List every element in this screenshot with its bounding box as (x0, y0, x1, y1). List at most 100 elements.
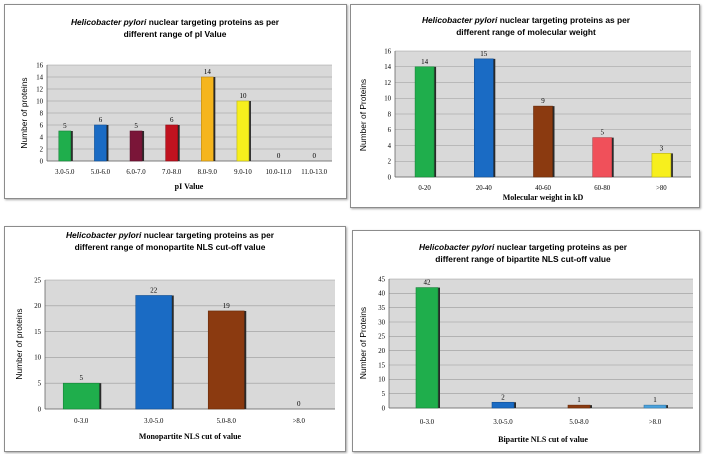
x-axis-label: Monopartite NLS cut of value (139, 432, 242, 441)
x-tick-label: 7.0-8.0 (162, 169, 182, 176)
chart-title-line1: Helicobacter pylori nuclear targeting pr… (71, 17, 280, 27)
x-tick-labels: 0-3.0 3.0-5.0 5.0-8.0 >8.0 (74, 418, 305, 425)
x-tick-labels: 0-3.0 3.0-5.0 5.0-8.0 >8.0 (420, 419, 662, 426)
bar (207, 310, 245, 410)
x-tick-label: 40-60 (535, 185, 551, 192)
bar (414, 66, 435, 178)
data-label: 5 (600, 129, 604, 137)
y-tick-label: 16 (36, 62, 43, 69)
bar (567, 404, 591, 409)
x-tick-label: 10.0-11.0 (266, 169, 292, 176)
y-tick-label: 6 (40, 122, 44, 129)
bar (415, 287, 439, 409)
y-tick-labels: 0 5 10 15 20 25 30 35 40 45 (378, 276, 385, 412)
y-tick-label: 5 (382, 391, 386, 398)
x-tick-label: 3.0-5.0 (55, 169, 75, 176)
y-tick-label: 10 (36, 98, 43, 105)
y-tick-label: 0 (40, 158, 44, 165)
data-label: 14 (204, 68, 212, 76)
y-tick-label: 2 (40, 146, 44, 153)
x-tick-label: >8.0 (649, 419, 662, 426)
x-axis-label: Molecular weight in kD (503, 193, 584, 202)
x-tick-label: 5.0-6.0 (91, 169, 111, 176)
data-label: 5 (134, 122, 138, 130)
y-axis-label: Number of proteins (14, 308, 24, 379)
data-label: 0 (297, 400, 301, 408)
y-tick-label: 10 (34, 355, 41, 362)
bar (491, 401, 515, 409)
chart-panel-mono: Helicobacter pylori nuclear targeting pr… (4, 226, 346, 452)
bar (129, 130, 143, 162)
chart-title-line1: Helicobacter pylori nuclear targeting pr… (66, 230, 275, 240)
x-tick-label: 60-80 (594, 185, 610, 192)
bar (236, 100, 250, 162)
data-label: 0 (312, 152, 316, 160)
x-axis-label: pI Value (175, 182, 204, 191)
chart-svg-mw: Helicobacter pylori nuclear targeting pr… (358, 15, 691, 202)
y-tick-label: 0 (388, 174, 392, 181)
data-labels: 5 22 19 0 (80, 286, 302, 408)
data-label: 5 (80, 374, 84, 382)
y-tick-labels: 0 5 10 15 20 25 (34, 277, 41, 413)
chart-panel-pi: Helicobacter pylori nuclear targeting pr… (4, 4, 347, 199)
data-labels: 5 6 5 6 14 10 0 0 (63, 68, 316, 160)
y-tick-label: 4 (40, 134, 44, 141)
data-label: 14 (421, 58, 429, 66)
data-label: 2 (501, 393, 505, 401)
y-tick-label: 14 (384, 64, 391, 71)
x-tick-label: 3.0-5.0 (144, 418, 164, 425)
data-label: 10 (239, 92, 247, 100)
chart-svg-pi: Helicobacter pylori nuclear targeting pr… (19, 17, 332, 191)
x-tick-labels: 0-20 20-40 40-60 60-80 >80 (418, 185, 667, 192)
x-tick-label: 11.0-13.0 (301, 169, 327, 176)
y-tick-label: 40 (378, 291, 385, 298)
y-tick-labels: 0 2 4 6 8 10 12 14 16 (36, 62, 43, 165)
y-tick-label: 0 (382, 405, 386, 412)
y-tick-label: 8 (40, 110, 44, 117)
y-axis-label: Number of Proteins (358, 307, 368, 379)
chart-title-line1: Helicobacter pylori nuclear targeting pr… (419, 242, 628, 252)
bar (135, 295, 173, 410)
y-tick-label: 25 (34, 277, 41, 284)
x-tick-label: 5.0-8.0 (217, 418, 237, 425)
y-tick-label: 12 (36, 86, 43, 93)
y-tick-label: 45 (378, 276, 385, 283)
x-tick-labels: 3.0-5.0 5.0-6.0 6.0-7.0 7.0-8.0 8.0-9.0 9.0-1… (55, 169, 328, 176)
y-axis-label: Number of proteins (19, 77, 29, 148)
x-tick-label: >8.0 (293, 418, 306, 425)
y-tick-label: 35 (378, 305, 385, 312)
data-label: 5 (63, 122, 67, 130)
x-tick-label: 20-40 (476, 185, 492, 192)
data-label: 3 (660, 144, 664, 152)
data-label: 42 (424, 279, 432, 287)
chart-title-line2: different range of pI Value (124, 29, 227, 39)
bars (62, 295, 247, 410)
y-tick-label: 20 (378, 348, 385, 355)
x-tick-label: 6.0-7.0 (126, 169, 146, 176)
y-tick-label: 0 (38, 406, 42, 413)
x-tick-label: 8.0-9.0 (198, 169, 218, 176)
y-tick-label: 20 (34, 303, 41, 310)
y-tick-label: 5 (38, 381, 42, 388)
y-tick-label: 4 (388, 143, 392, 150)
y-tick-label: 8 (388, 111, 392, 118)
chart-title-line2: different range of bipartite NLS cut-off… (435, 254, 611, 264)
chart-svg-bi: Helicobacter pylori nuclear targeting pr… (358, 242, 693, 444)
data-label: 1 (577, 396, 581, 404)
y-tick-label: 30 (378, 319, 385, 326)
y-tick-label: 14 (36, 74, 43, 81)
x-tick-label: 5.0-8.0 (569, 419, 589, 426)
y-tick-label: 10 (378, 377, 385, 384)
x-tick-label: >80 (656, 185, 667, 192)
y-tick-label: 15 (378, 362, 385, 369)
chart-title-line2: different range of molecular weight (456, 27, 596, 37)
chart-panel-bi: Helicobacter pylori nuclear targeting pr… (352, 230, 700, 452)
y-tick-label: 10 (384, 96, 391, 103)
x-axis-label: Bipartite NLS cut of value (498, 435, 588, 444)
data-label: 0 (277, 152, 281, 160)
bars (58, 76, 251, 162)
y-tick-label: 6 (388, 127, 392, 134)
x-tick-label: 0-3.0 (74, 418, 89, 425)
chart-svg-mono: Helicobacter pylori nuclear targeting pr… (14, 230, 335, 441)
y-tick-labels: 0 2 4 6 8 10 12 14 16 (384, 48, 391, 181)
